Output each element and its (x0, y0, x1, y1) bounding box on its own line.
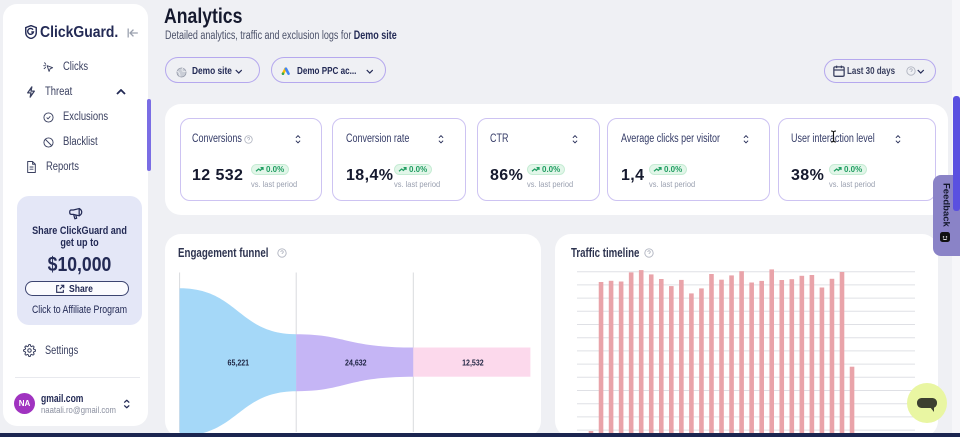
svg-text:65,221: 65,221 (228, 358, 250, 368)
svg-text:24,632: 24,632 (345, 358, 367, 368)
svg-text:12,532: 12,532 (462, 358, 484, 368)
